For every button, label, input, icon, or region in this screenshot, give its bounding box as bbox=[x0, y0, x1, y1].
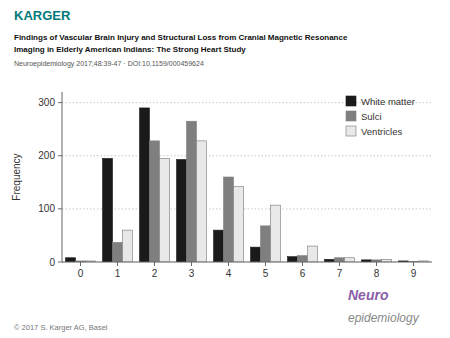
copyright: © 2017 S. Karger AG, Basel bbox=[14, 323, 108, 332]
bar bbox=[177, 159, 187, 262]
x-tick-label: 8 bbox=[374, 268, 380, 279]
bar bbox=[224, 177, 234, 262]
bar bbox=[159, 158, 169, 262]
y-tick-label: 100 bbox=[38, 203, 55, 214]
bar bbox=[214, 230, 224, 262]
x-tick bbox=[339, 262, 340, 266]
bar bbox=[187, 121, 197, 262]
bar bbox=[66, 258, 76, 262]
bar bbox=[335, 258, 345, 262]
chart: KARGER Findings of Vascular Brain Injury … bbox=[0, 0, 450, 338]
legend-label: Ventricles bbox=[361, 126, 402, 137]
x-tick bbox=[302, 262, 303, 266]
y-tick bbox=[58, 155, 62, 156]
bar bbox=[140, 108, 150, 262]
x-tick-label: 3 bbox=[189, 268, 195, 279]
legend: White matter Sulci Ventricles bbox=[346, 96, 415, 137]
legend-swatch bbox=[346, 111, 356, 121]
x-tick-label: 5 bbox=[263, 268, 269, 279]
bar bbox=[307, 246, 317, 262]
y-tick-label: 200 bbox=[38, 150, 55, 161]
x-tick bbox=[413, 262, 414, 266]
bar bbox=[261, 226, 271, 262]
x-tick-label: 0 bbox=[78, 268, 84, 279]
legend-swatch bbox=[346, 96, 356, 106]
bar bbox=[251, 247, 261, 262]
bar bbox=[344, 258, 354, 262]
y-axis bbox=[62, 92, 63, 262]
y-tick bbox=[58, 102, 62, 103]
y-tick-label: 300 bbox=[38, 97, 55, 108]
x-tick-label: 1 bbox=[115, 268, 121, 279]
journal-name: epidemiology bbox=[348, 311, 420, 325]
y-axis-label: Frequency bbox=[11, 153, 22, 200]
journal-name: Neuro bbox=[348, 287, 389, 303]
x-tick-label: 2 bbox=[152, 268, 158, 279]
title: Findings of Vascular Brain Injury and St… bbox=[14, 33, 348, 42]
y-tick bbox=[58, 262, 62, 263]
grid-line bbox=[62, 155, 432, 156]
bar bbox=[233, 187, 243, 262]
x-tick bbox=[228, 262, 229, 266]
bar bbox=[298, 256, 308, 262]
x-tick bbox=[154, 262, 155, 266]
x-tick bbox=[117, 262, 118, 266]
publisher: KARGER bbox=[14, 8, 71, 23]
x-tick-label: 9 bbox=[411, 268, 417, 279]
subtitle: Neuroepidemiology 2017;48:39-47 · DOI:10… bbox=[14, 60, 204, 68]
bar bbox=[196, 141, 206, 262]
x-tick-label: 6 bbox=[300, 268, 306, 279]
x-tick-label: 7 bbox=[337, 268, 343, 279]
x-tick bbox=[191, 262, 192, 266]
legend-swatch bbox=[346, 126, 356, 136]
bars bbox=[66, 108, 429, 262]
bar bbox=[113, 242, 123, 262]
bar bbox=[103, 158, 113, 262]
legend-label: White matter bbox=[361, 96, 415, 107]
x-tick-label: 4 bbox=[226, 268, 232, 279]
bar bbox=[288, 257, 298, 262]
x-tick bbox=[265, 262, 266, 266]
y-tick bbox=[58, 208, 62, 209]
grid-line bbox=[62, 208, 432, 209]
x-tick bbox=[376, 262, 377, 266]
bar bbox=[122, 230, 132, 262]
y-tick-label: 0 bbox=[49, 257, 55, 268]
bar bbox=[150, 141, 160, 262]
legend-label: Sulci bbox=[361, 111, 382, 122]
bar bbox=[270, 205, 280, 262]
x-tick bbox=[80, 262, 81, 266]
title: Imaging in Elderly American Indians: The… bbox=[14, 45, 246, 54]
